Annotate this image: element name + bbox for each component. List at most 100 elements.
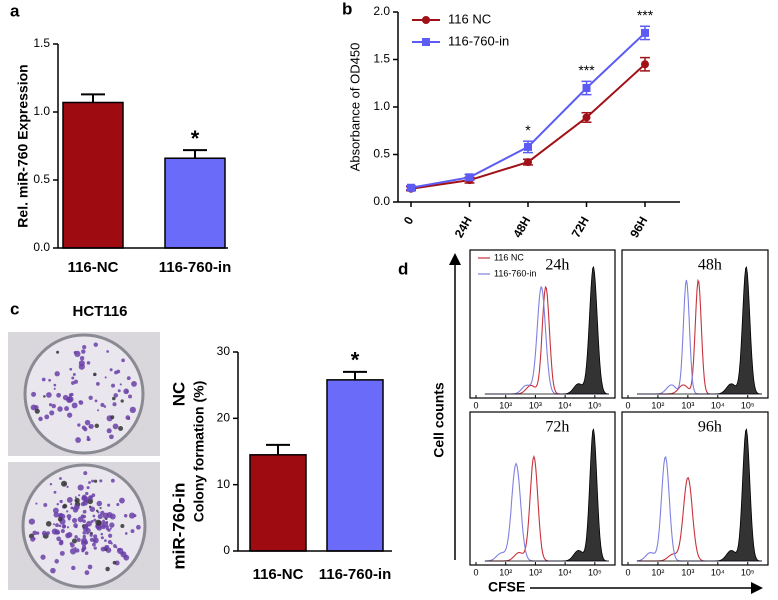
control-peak	[636, 266, 762, 395]
colony	[81, 425, 86, 430]
colony	[67, 517, 71, 521]
y-tick-label: 0.0	[33, 240, 50, 254]
colony	[57, 517, 63, 522]
colony	[84, 551, 89, 555]
colony	[44, 414, 50, 420]
colony	[105, 566, 110, 572]
y-tick-label: 1.0	[373, 99, 390, 113]
colony	[85, 527, 91, 534]
colony	[128, 394, 133, 399]
colony	[93, 546, 97, 550]
colony	[55, 523, 59, 528]
colony	[116, 502, 120, 507]
colony	[69, 367, 73, 371]
colony	[130, 529, 135, 534]
legend-label: 116 NC	[494, 252, 524, 262]
colony	[59, 499, 63, 504]
colony	[45, 521, 52, 527]
colony	[30, 404, 37, 411]
colony	[74, 525, 78, 529]
colony	[66, 485, 69, 488]
x-tick-label: 0	[625, 567, 630, 577]
colony	[92, 514, 96, 518]
colony	[86, 486, 90, 490]
y-tick-label: 0.5	[33, 172, 50, 186]
x-tick-label: 0	[473, 400, 478, 410]
marker	[524, 158, 532, 167]
colony	[85, 491, 89, 496]
colony	[93, 342, 98, 347]
significance: *	[525, 122, 531, 138]
colony	[54, 371, 60, 377]
x-tick-label: 96H	[627, 214, 650, 240]
colony	[126, 376, 131, 381]
colony	[71, 376, 75, 380]
panel-label: b	[342, 0, 352, 18]
colony	[68, 393, 73, 397]
colony	[131, 381, 137, 387]
colony	[124, 532, 128, 535]
colony	[50, 567, 56, 574]
colony	[82, 534, 87, 539]
colony	[51, 528, 58, 535]
colony	[86, 520, 92, 527]
colony	[109, 527, 112, 530]
y-tick-label: 2.0	[373, 4, 390, 18]
colony	[35, 502, 38, 505]
y-tick-label: 0	[223, 543, 230, 557]
colony	[65, 532, 71, 539]
colony	[60, 528, 65, 534]
panel-label: c	[10, 299, 19, 318]
bar	[164, 157, 226, 249]
x-tick-label: 10⁴	[558, 400, 572, 410]
x-tick-label: 116-NC	[253, 566, 304, 583]
colony	[76, 537, 81, 543]
x-tick-label: 116-NC	[68, 259, 119, 276]
colony	[93, 518, 97, 522]
x-tick-label: 10⁵	[588, 400, 602, 410]
x-tick-label: 10⁵	[741, 400, 755, 410]
image-title: HCT116	[72, 303, 127, 320]
colony	[56, 536, 61, 542]
bar	[326, 379, 384, 552]
colony	[88, 395, 93, 400]
x-tick-label: 0	[401, 214, 417, 227]
colony	[64, 406, 70, 412]
legend-marker	[422, 16, 430, 24]
x-tick-label: 10⁴	[558, 567, 572, 577]
y-axis-label: Colony formation (%)	[191, 381, 207, 523]
colony	[88, 495, 93, 501]
colony	[78, 494, 81, 497]
colony	[107, 528, 111, 532]
colony	[120, 399, 124, 403]
histogram-frame	[621, 411, 769, 566]
marker	[641, 60, 649, 69]
colony	[51, 403, 56, 409]
colony	[119, 383, 122, 386]
colony	[99, 507, 102, 510]
y-tick-label: 30	[217, 344, 231, 358]
colony	[59, 477, 62, 480]
colony	[54, 559, 59, 564]
colony	[73, 504, 80, 511]
colony	[69, 548, 77, 555]
colony	[88, 425, 91, 428]
colony	[117, 389, 121, 393]
colony	[78, 400, 81, 403]
colony	[121, 358, 125, 363]
control-peak	[484, 428, 609, 562]
colony	[56, 350, 60, 354]
y-tick-label: 1.5	[33, 36, 50, 50]
colony	[66, 526, 70, 529]
colony	[30, 536, 36, 542]
histogram-frame	[621, 249, 769, 399]
colony	[87, 437, 91, 441]
colony	[93, 372, 97, 377]
colony	[49, 410, 55, 416]
y-tick-label: 1.0	[33, 104, 50, 118]
bar	[249, 454, 307, 552]
colony	[75, 548, 80, 553]
colony	[87, 564, 93, 570]
x-tick-label: 10²	[651, 400, 664, 410]
colony	[61, 480, 68, 487]
